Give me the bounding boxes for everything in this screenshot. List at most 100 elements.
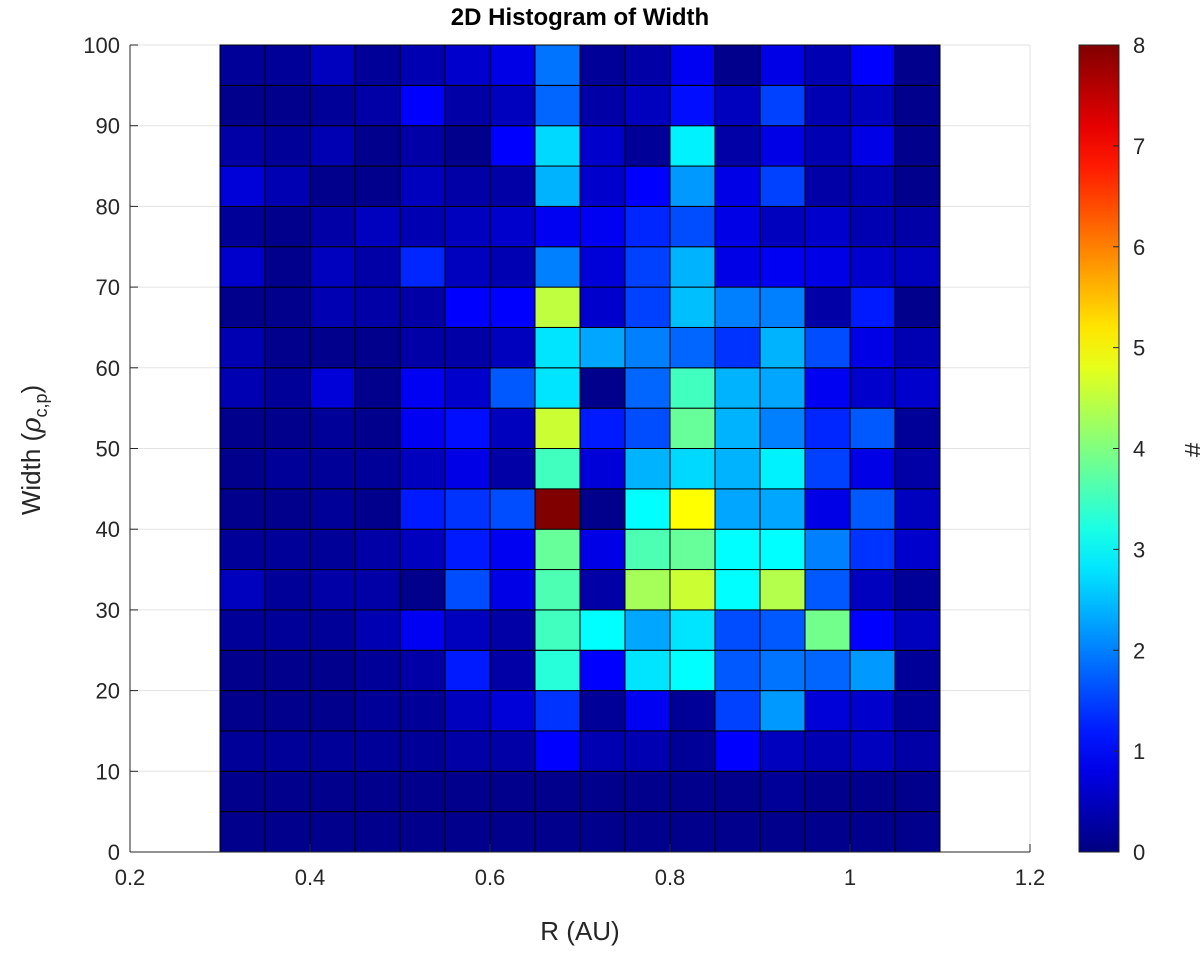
histogram-cell	[579, 488, 626, 530]
histogram-cell	[714, 44, 761, 86]
x-tick-label: 0.2	[115, 865, 146, 890]
x-tick-label: 0.6	[475, 865, 506, 890]
histogram-cell	[849, 811, 896, 853]
histogram-cell	[489, 326, 536, 369]
histogram-cell	[804, 367, 851, 409]
histogram-cell	[804, 84, 851, 127]
histogram-cell	[354, 407, 401, 449]
histogram-cell	[219, 770, 266, 813]
histogram-cell	[489, 569, 536, 611]
colorbar-tick-label: 8	[1133, 33, 1145, 58]
histogram-cell	[534, 690, 581, 732]
histogram-cell	[399, 649, 446, 692]
histogram-cell	[444, 125, 491, 167]
histogram-cell	[894, 488, 941, 530]
histogram-cell	[849, 367, 896, 409]
histogram-cell	[669, 246, 716, 288]
y-tick-label: 100	[83, 33, 120, 58]
histogram-cell	[399, 407, 446, 449]
histogram-cell	[399, 165, 446, 207]
histogram-cell	[309, 690, 356, 732]
histogram-cell	[624, 367, 671, 409]
chart-title: 2D Histogram of Width	[451, 4, 709, 31]
histogram-cell	[804, 286, 851, 328]
histogram-cell	[264, 569, 311, 611]
histogram-cell	[669, 205, 716, 248]
histogram-cell	[399, 730, 446, 772]
histogram-cell	[759, 649, 806, 692]
histogram-cell	[804, 649, 851, 692]
histogram-cell	[759, 448, 806, 490]
x-tick-label: 1.2	[1015, 865, 1046, 890]
y-tick-label: 20	[96, 679, 120, 704]
histogram-cell	[399, 326, 446, 369]
histogram-cell	[579, 246, 626, 288]
histogram-cell	[444, 246, 491, 288]
histogram-cell	[534, 448, 581, 490]
histogram-cell	[534, 407, 581, 449]
histogram-cell	[309, 488, 356, 530]
histogram-cell	[759, 165, 806, 207]
histogram-cell	[264, 407, 311, 449]
histogram-cell	[534, 811, 581, 853]
histogram-cell	[489, 488, 536, 530]
histogram-cell	[849, 205, 896, 248]
histogram-cell	[219, 811, 266, 853]
y-tick-label: 10	[96, 759, 120, 784]
histogram-cell	[534, 367, 581, 409]
histogram-cell	[399, 528, 446, 571]
histogram-cell	[534, 730, 581, 772]
histogram-cell	[264, 448, 311, 490]
histogram-cell	[264, 730, 311, 772]
histogram-cell	[264, 84, 311, 127]
histogram-cell	[264, 326, 311, 369]
histogram-cell	[219, 690, 266, 732]
histogram-cell	[444, 44, 491, 86]
histogram-cell	[669, 730, 716, 772]
histogram-cell	[264, 44, 311, 86]
histogram-cell	[579, 649, 626, 692]
histogram-cell	[219, 246, 266, 288]
histogram-cell	[489, 528, 536, 571]
y-tick-label: 50	[96, 437, 120, 462]
colorbar-ticks: 0 1 2 3 4 5 6 7 8	[1113, 33, 1145, 865]
histogram-cell	[894, 326, 941, 369]
histogram-cell	[759, 569, 806, 611]
histogram-cell	[309, 811, 356, 853]
histogram-cell	[849, 690, 896, 732]
y-tick-label: 80	[96, 194, 120, 219]
histogram-cell	[309, 84, 356, 127]
y-axis-title: Width (ρc,p)	[16, 385, 51, 515]
histogram-cell	[849, 730, 896, 772]
histogram-cell	[219, 407, 266, 449]
histogram-cell	[219, 448, 266, 490]
histogram-cell	[444, 770, 491, 813]
histogram-cell	[714, 569, 761, 611]
histogram-cell	[714, 84, 761, 127]
histogram-cell	[624, 448, 671, 490]
histogram-cell	[399, 448, 446, 490]
histogram-cell	[804, 569, 851, 611]
histogram-cell	[714, 407, 761, 449]
histogram-cell	[804, 528, 851, 571]
histogram-cell	[804, 246, 851, 288]
histogram-cell	[489, 84, 536, 127]
colorbar-tick-label: 0	[1133, 840, 1145, 865]
histogram-cell	[669, 770, 716, 813]
histogram-cell	[444, 84, 491, 127]
histogram-cell	[489, 770, 536, 813]
histogram-cell	[219, 84, 266, 127]
histogram-cell	[354, 528, 401, 571]
histogram-cell	[759, 125, 806, 167]
x-tick-label: 0.8	[655, 865, 686, 890]
histogram-cell	[804, 811, 851, 853]
histogram-cell	[489, 448, 536, 490]
histogram-cell	[399, 246, 446, 288]
histogram-cell	[264, 125, 311, 167]
histogram-cell	[309, 125, 356, 167]
histogram-cells	[219, 44, 941, 853]
histogram-cell	[219, 528, 266, 571]
histogram-cell	[534, 649, 581, 692]
histogram-cell	[444, 488, 491, 530]
y-tick-label: 90	[96, 114, 120, 139]
